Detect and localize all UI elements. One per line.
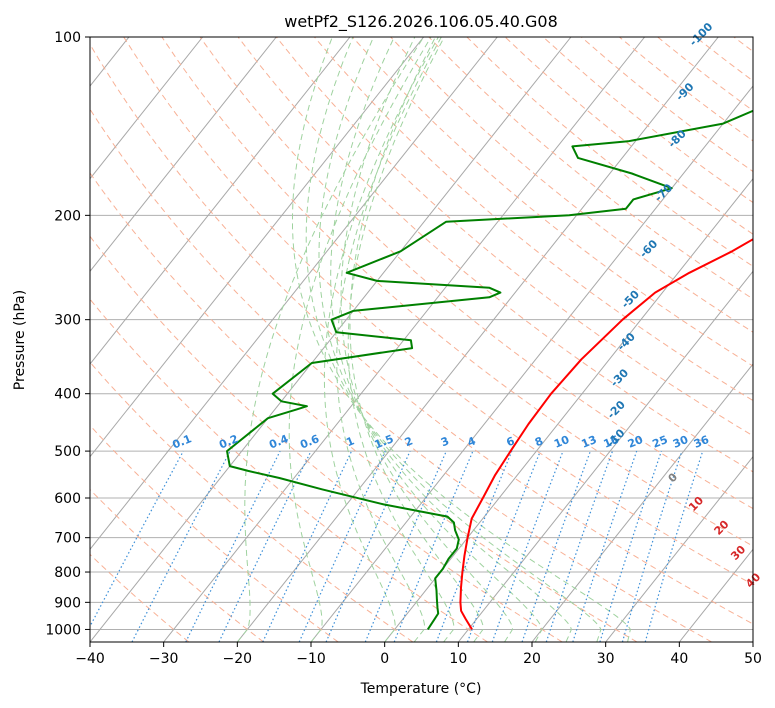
dry-adiabat [90,361,414,642]
mixing-ratio-label: 30 [671,433,690,451]
dry-adiabat [90,235,563,642]
y-tick-label: 1000 [45,622,81,638]
dry-adiabat [314,37,753,402]
moist-adiabat [340,37,514,642]
y-tick-label: 900 [54,595,81,611]
mixing-ratio-line [90,450,184,628]
moist-adiabat [349,37,484,642]
dry-adiabat [90,43,753,625]
mixing-ratio-line [218,450,312,642]
plot-background [90,37,753,642]
y-tick-label: 200 [54,208,81,224]
dry-adiabat [123,37,753,586]
dry-adiabat [90,424,339,642]
y-tick-label: 100 [54,30,81,46]
dry-adiabat [161,37,753,547]
moist-adiabat [288,37,432,642]
isotherm-line [752,641,753,642]
dry-adiabat [237,37,753,473]
x-tick-label: 0 [380,651,389,667]
moist-adiabat [336,37,442,642]
mixing-ratio-label: 20 [626,433,645,451]
dry-adiabat [275,37,753,437]
y-tick-label: 300 [54,313,81,329]
mixing-ratio-line [298,450,386,642]
mixing-ratio-line [491,450,564,642]
x-tick-label: 20 [523,651,541,667]
x-tick-label: −40 [75,651,105,667]
dry-adiabat [199,37,753,510]
mixing-ratio-line [364,450,447,642]
isotherm-line [457,270,753,642]
x-tick-label: 40 [670,651,688,667]
isotherm-line [531,363,753,642]
y-tick-label: 800 [54,565,81,581]
dry-adiabat [90,298,488,642]
x-tick-label: 50 [744,651,762,667]
isotherm-line [90,37,572,642]
mixing-ratio-line [545,450,614,642]
mixing-ratio-label: 1 [344,434,356,449]
mixing-ratio-line [131,450,231,642]
isotherm-line [90,37,351,365]
isotherm-line [90,37,277,273]
mixing-ratio-label: 10 [552,433,571,451]
x-axis-label: Temperature (°C) [360,681,482,697]
x-axis-ticks: −40 −30 −20 −10 0 10 20 30 40 50 [75,642,762,667]
y-tick-label: 400 [54,387,81,403]
dry-adiabat [90,172,638,642]
x-tick-label: 10 [449,651,467,667]
mixing-ratio-label: 13 [580,433,599,451]
mixing-ratio-line [185,450,281,642]
isotherm-line [236,37,719,642]
y-tick-label: 700 [54,531,81,547]
mixing-ratio-label: 25 [651,433,670,451]
x-tick-label: −30 [149,651,179,667]
moist-adiabat [318,37,572,642]
mixing-ratio-label: 2 [403,434,415,449]
plot-frame [89,36,754,643]
mixing-ratio-label: 3 [439,434,451,449]
dry-adiabat [90,553,190,642]
mixing-ratio-line [393,450,474,642]
x-tick-label: −20 [223,651,253,667]
chart-title: wetPf2_S126.2026.106.05.40.G08 [284,12,558,32]
x-tick-label: −10 [296,651,326,667]
isotherm-line [90,37,204,180]
mixing-ratio-label: 36 [692,433,711,451]
moist-adiabat [330,37,543,642]
mixing-ratio-line [435,450,513,642]
mixing-ratio-label: 8 [533,434,545,449]
dewpoint-profile-line [226,109,753,630]
mixing-ratio-label: 16 [602,433,621,451]
moist-adiabat [305,37,602,642]
moist-adiabat [236,37,425,642]
y-axis-label: Pressure (hPa) [12,290,28,390]
temperature-profile-line [459,238,753,630]
dry-adiabat [352,37,753,367]
x-tick-label: 30 [597,651,615,667]
mixing-ratio-line [521,450,591,642]
isotherm-line [90,37,498,551]
profile-series [226,109,753,630]
isobar-grid [90,37,753,630]
dry-adiabat [90,108,712,642]
mixing-ratio-line [262,450,353,642]
moist-adiabat [292,37,631,642]
isotherm-line [90,37,425,458]
isotherm-line [605,455,753,642]
y-tick-label: 500 [54,444,81,460]
y-axis-ticks: 100 200 300 400 500 600 700 800 900 1000 [45,30,90,638]
y-tick-label: 600 [54,491,81,507]
mixing-ratio-line [466,450,541,642]
isotherm-line [384,177,753,642]
